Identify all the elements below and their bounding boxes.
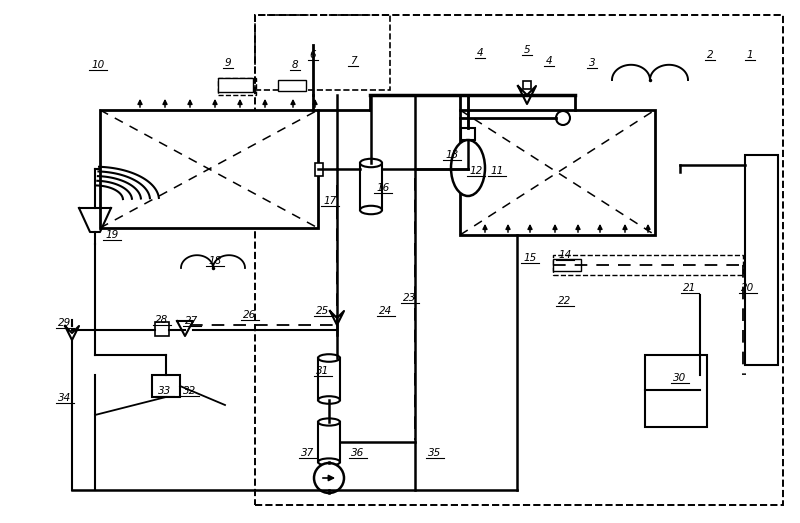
Text: 32: 32 xyxy=(183,386,197,396)
Ellipse shape xyxy=(360,159,382,167)
Text: 27: 27 xyxy=(186,316,198,326)
Text: 26: 26 xyxy=(243,310,257,320)
Bar xyxy=(645,355,707,427)
Ellipse shape xyxy=(318,458,340,465)
Text: 23: 23 xyxy=(403,293,417,303)
Text: 29: 29 xyxy=(58,318,72,328)
Text: 5: 5 xyxy=(524,45,530,55)
Bar xyxy=(318,422,340,462)
Bar xyxy=(255,15,390,90)
Text: 12: 12 xyxy=(470,166,482,176)
Bar xyxy=(523,81,531,89)
Text: 1: 1 xyxy=(746,50,754,60)
Ellipse shape xyxy=(451,140,485,196)
Bar xyxy=(553,259,581,271)
Bar xyxy=(360,163,382,210)
Text: 17: 17 xyxy=(323,196,337,206)
Text: 3: 3 xyxy=(589,58,595,68)
Ellipse shape xyxy=(360,206,382,214)
Circle shape xyxy=(314,463,344,493)
Text: 16: 16 xyxy=(376,183,390,193)
Bar xyxy=(461,128,475,140)
Bar xyxy=(155,322,169,336)
Text: 31: 31 xyxy=(316,366,330,376)
Text: 37: 37 xyxy=(302,448,314,458)
Text: 4: 4 xyxy=(546,56,552,66)
Text: 24: 24 xyxy=(379,306,393,316)
Text: 35: 35 xyxy=(428,448,442,458)
Text: 36: 36 xyxy=(351,448,365,458)
Text: 4: 4 xyxy=(477,48,483,58)
Bar xyxy=(315,163,323,176)
Ellipse shape xyxy=(318,396,340,404)
Ellipse shape xyxy=(318,354,340,362)
Text: 6: 6 xyxy=(310,50,316,60)
Text: 7: 7 xyxy=(350,56,356,66)
Bar xyxy=(218,78,256,95)
Bar xyxy=(152,375,180,397)
Bar xyxy=(100,110,318,228)
Text: 21: 21 xyxy=(683,283,697,293)
Text: 9: 9 xyxy=(225,58,231,68)
Text: 11: 11 xyxy=(490,166,504,176)
Text: 20: 20 xyxy=(742,283,754,293)
Text: 34: 34 xyxy=(58,393,72,403)
Circle shape xyxy=(556,111,570,125)
Bar xyxy=(553,255,743,275)
Bar xyxy=(745,155,778,365)
Text: 15: 15 xyxy=(523,253,537,263)
Bar xyxy=(255,15,783,505)
Text: 13: 13 xyxy=(446,150,458,160)
Text: 25: 25 xyxy=(316,306,330,316)
Text: 28: 28 xyxy=(155,315,169,325)
Text: 14: 14 xyxy=(558,250,572,260)
Text: 2: 2 xyxy=(706,50,714,60)
Bar xyxy=(318,358,340,400)
Ellipse shape xyxy=(318,418,340,426)
Text: 33: 33 xyxy=(158,386,172,396)
Text: 30: 30 xyxy=(674,373,686,383)
Text: 10: 10 xyxy=(91,60,105,70)
Bar xyxy=(278,80,306,91)
Bar xyxy=(218,78,253,92)
Text: 22: 22 xyxy=(558,296,572,306)
Bar xyxy=(460,110,655,235)
Text: 19: 19 xyxy=(106,230,118,240)
Text: 18: 18 xyxy=(208,256,222,266)
Text: 8: 8 xyxy=(292,60,298,70)
